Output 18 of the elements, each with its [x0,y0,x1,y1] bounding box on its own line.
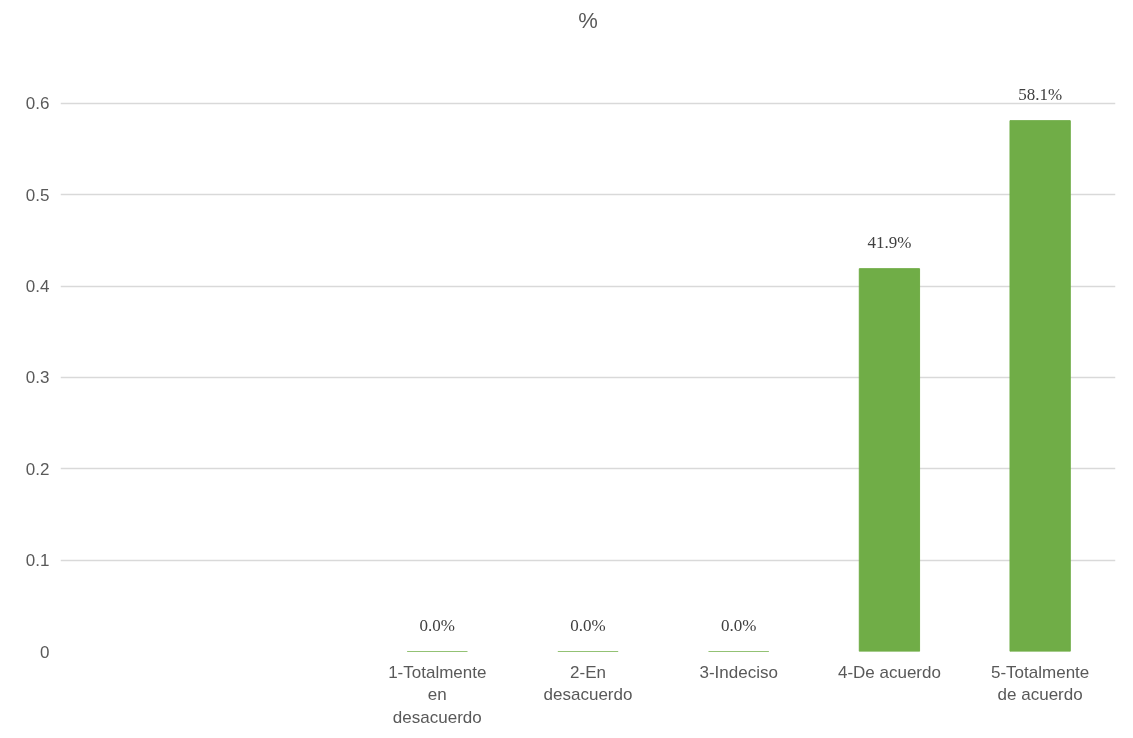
data-label: 0.0% [721,616,757,636]
x-tick-label: 5-Totalmente de acuerdo [991,662,1090,705]
chart-title: % [578,7,598,33]
y-tick-label: 0.5 [25,185,50,205]
y-tick-label: 0.1 [25,551,50,571]
x-tick-label: 3-Indeciso [699,662,778,682]
x-tick-label: 4-De acuerdo [837,662,941,682]
y-tick-label: 0.6 [25,94,50,114]
data-label: 0.0% [570,616,606,636]
data-label: 0.0% [419,616,455,636]
x-tick-label: 1-Totalmente en desacuerdo [388,662,487,728]
data-label: 58.1% [1018,85,1063,105]
y-tick-label: 0.2 [25,459,50,479]
y-tick-label: 0.3 [25,368,50,388]
data-label: 41.9% [867,233,912,253]
x-tick-label: 2-En desacuerdo [543,662,633,705]
y-tick-label: 0.4 [25,277,50,297]
y-tick-label: 0 [40,642,50,662]
